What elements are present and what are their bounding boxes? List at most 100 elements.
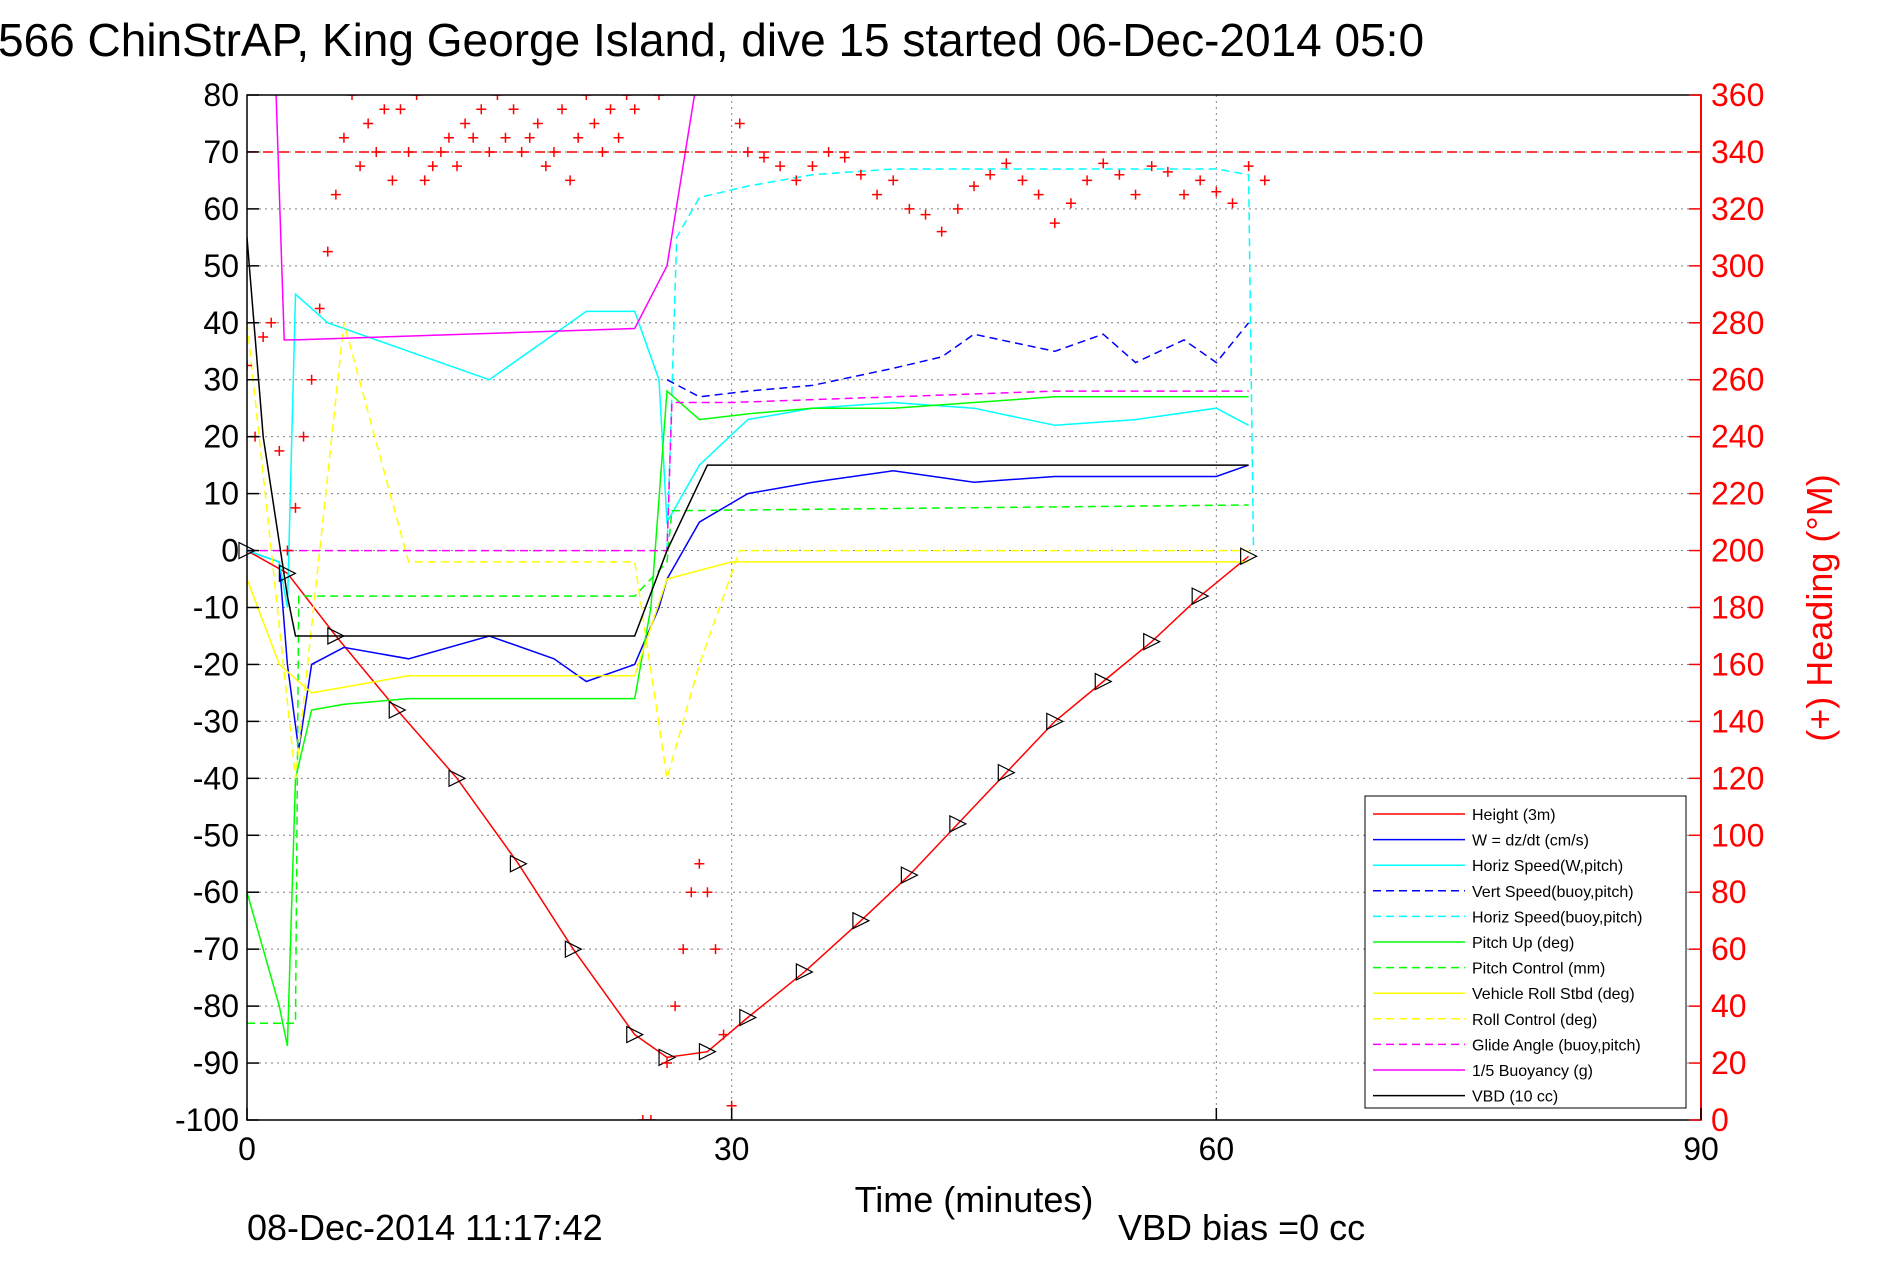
left-tick-label: -100 <box>175 1102 239 1138</box>
heading-point <box>613 132 624 143</box>
right-tick-label: 0 <box>1711 1102 1729 1138</box>
heading-point <box>985 169 996 180</box>
heading-point <box>718 1029 729 1040</box>
heading-point <box>266 317 277 328</box>
heading-point <box>403 146 414 157</box>
right-tick-label: 320 <box>1711 191 1764 227</box>
heading-point <box>1130 189 1141 200</box>
heading-point <box>1098 158 1109 169</box>
heading-point <box>1114 169 1125 180</box>
left-tick-label: 20 <box>203 419 239 455</box>
heading-point <box>363 118 374 129</box>
left-tick-label: 60 <box>203 191 239 227</box>
left-tick-label: -70 <box>193 931 239 967</box>
height-marker <box>1094 672 1113 691</box>
heading-point <box>653 95 664 100</box>
heading-point <box>1065 198 1076 209</box>
heading-point <box>710 944 721 955</box>
heading-point <box>468 132 479 143</box>
heading-point <box>969 181 979 192</box>
heading-point <box>411 95 422 100</box>
heading-point <box>314 303 325 314</box>
right-axis: 3603403203002802602402202001801601401201… <box>1689 77 1764 1138</box>
right-tick-label: 80 <box>1711 874 1747 910</box>
x-axis: 0 30 60 90 <box>238 1108 1719 1167</box>
height-marker <box>698 1042 717 1061</box>
heading-point <box>742 146 753 157</box>
right-tick-label: 240 <box>1711 419 1764 455</box>
heading-point <box>427 161 438 172</box>
right-tick-label: 100 <box>1711 817 1764 853</box>
height-marker <box>626 1025 645 1044</box>
heading-point <box>548 146 559 157</box>
left-tick-label: -10 <box>193 590 239 626</box>
height-marker <box>949 814 968 833</box>
heading-point <box>702 887 713 898</box>
legend-entry: Vert Speed(buoy,pitch) <box>1472 884 1634 901</box>
heading-point <box>247 360 252 371</box>
right-tick-label: 40 <box>1711 988 1747 1024</box>
legend-entry: Glide Angle (buoy,pitch) <box>1472 1037 1641 1054</box>
heading-point <box>1017 175 1028 186</box>
series-horiz-speed-w-pitch <box>247 292 1249 608</box>
heading-point <box>621 95 632 100</box>
right-tick-label: 340 <box>1711 134 1764 170</box>
x-axis-label: Time (minutes) <box>855 1179 1094 1220</box>
right-tick-label: 220 <box>1711 476 1764 512</box>
heading-point <box>1049 218 1060 229</box>
left-tick-label: -60 <box>193 874 239 910</box>
right-tick-label: 360 <box>1711 77 1764 113</box>
heading-point <box>492 95 503 100</box>
left-tick-label: 0 <box>221 533 239 569</box>
heading-point <box>274 445 285 456</box>
right-tick-label: 20 <box>1711 1045 1747 1081</box>
heading-point <box>952 203 963 214</box>
heading-point <box>258 332 269 343</box>
heading-point <box>1082 175 1093 186</box>
legend-box <box>1364 795 1687 1109</box>
left-axis: 80 70 60 50 40 30 20 10 0 -10 -20 -30 -40 -50 -60 -70 -8… <box>175 77 259 1138</box>
heading-point <box>347 95 358 100</box>
heading-point <box>1162 166 1173 177</box>
heading-point <box>452 161 463 172</box>
right-tick-label: 260 <box>1711 362 1764 398</box>
legend-entry: Pitch Up (deg) <box>1472 935 1574 952</box>
height-marker <box>1240 547 1258 566</box>
heading-point <box>476 104 487 115</box>
heading-point <box>516 146 527 157</box>
left-tick-label: -50 <box>193 817 239 853</box>
series-height-3m <box>247 549 1250 1059</box>
heading-point <box>791 175 802 186</box>
footer-vbd-bias: VBD bias =0 cc <box>1118 1207 1365 1248</box>
height-marker <box>739 1008 758 1027</box>
left-tick-label: -30 <box>193 703 239 739</box>
series-pitch-up-deg <box>247 389 1249 1047</box>
series-layer <box>247 95 1255 1059</box>
left-tick-label: -90 <box>193 1045 239 1081</box>
height-marker <box>388 701 407 719</box>
heading-point <box>298 431 309 442</box>
heading-point <box>888 175 899 186</box>
heading-point <box>734 118 745 129</box>
heading-point <box>758 152 769 163</box>
heading-point <box>565 175 576 186</box>
height-marker <box>1143 632 1162 651</box>
heading-point <box>1259 175 1270 186</box>
left-tick-label: -20 <box>193 646 239 682</box>
heading-point <box>775 161 786 172</box>
series-w-dz-dt-cm-s <box>247 464 1249 751</box>
heading-point <box>419 175 430 186</box>
heading-point <box>855 169 866 180</box>
left-tick-label: 70 <box>203 134 239 170</box>
heading-point <box>678 944 689 955</box>
legend-entry: 1/5 Buoyancy (g) <box>1472 1063 1593 1080</box>
heading-point <box>686 887 697 898</box>
heading-point <box>338 132 349 143</box>
heading-point <box>1195 175 1206 186</box>
legend-entry: Pitch Control (mm) <box>1472 961 1605 978</box>
heading-point <box>557 104 568 115</box>
heading-point <box>282 545 293 556</box>
x-tick-label: 90 <box>1683 1131 1719 1167</box>
height-marker <box>795 962 814 981</box>
